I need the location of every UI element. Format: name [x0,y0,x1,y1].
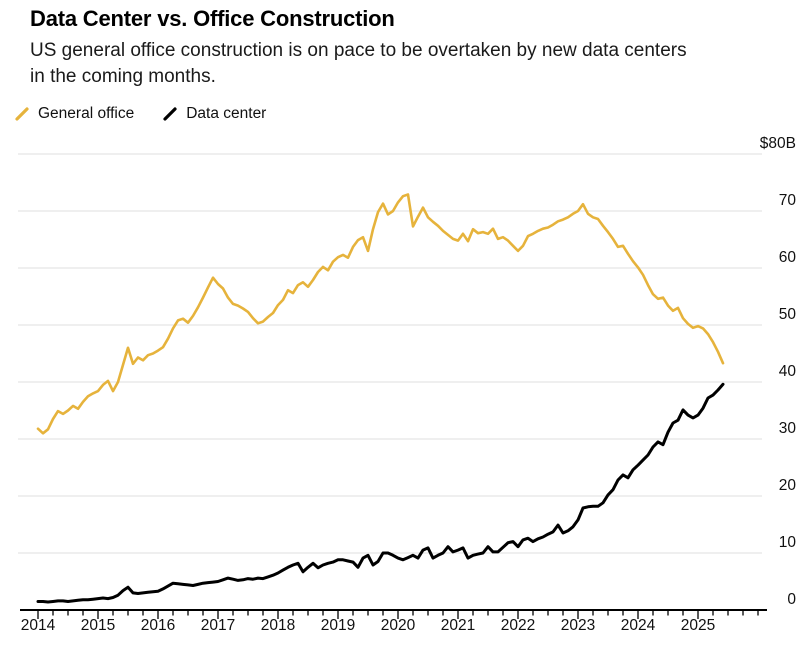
x-tick-label: 2022 [501,617,535,634]
y-tick-label: 70 [779,192,797,209]
y-tick-label: 60 [779,249,797,266]
page-title: Data Center vs. Office Construction [30,6,395,31]
legend-item-data-center: Data center [162,105,266,123]
x-tick-label: 2018 [261,617,295,634]
y-tick-label: 0 [787,591,796,608]
y-tick-label: $80B [760,135,796,152]
data-center-swatch [163,107,177,121]
x-tick-label: 2024 [621,617,656,634]
y-tick-label: 50 [779,306,797,323]
x-tick-label: 2019 [321,617,355,634]
y-tick-label: 30 [779,420,797,437]
series-line-general-office [36,193,725,435]
chart-legend: General office Data center [14,105,266,123]
x-tick-label: 2021 [441,617,475,634]
legend-label: Data center [186,105,267,122]
x-tick-label: 2017 [201,617,235,634]
x-tick-label: 2025 [681,617,715,634]
y-tick-label: 20 [779,477,797,494]
x-tick-label: 2016 [141,617,175,634]
x-tick-label: 2023 [561,617,595,634]
x-tick-label: 2015 [81,617,115,634]
x-tick-label: 2014 [21,617,56,634]
y-tick-label: 10 [779,534,797,551]
line-swatch-icon [15,107,29,121]
y-tick-label: 40 [779,363,797,380]
general-office-swatch [15,107,29,121]
series-line-data-center [36,382,725,604]
chart-subtitle: US general office construction is on pac… [30,40,687,87]
line-swatch-icon [163,107,177,121]
chart-header: Data Center vs. Office Construction US g… [30,6,770,90]
x-tick-label: 2020 [381,617,416,634]
legend-label: General office [38,105,135,122]
legend-item-general-office: General office [14,105,134,123]
